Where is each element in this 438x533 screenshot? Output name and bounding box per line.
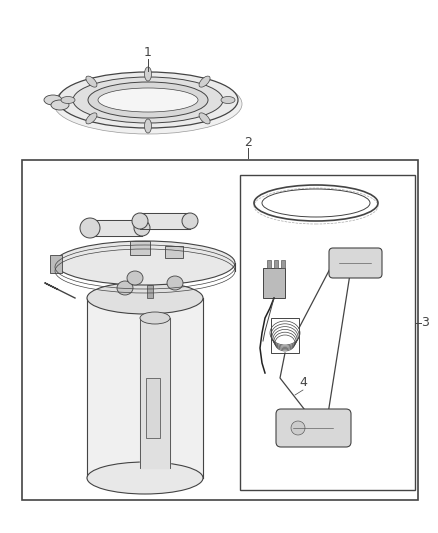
Ellipse shape xyxy=(58,72,238,128)
Ellipse shape xyxy=(221,96,235,103)
Ellipse shape xyxy=(127,271,143,285)
FancyBboxPatch shape xyxy=(329,248,382,278)
Ellipse shape xyxy=(134,220,150,236)
Text: 3: 3 xyxy=(421,317,429,329)
Ellipse shape xyxy=(145,119,152,133)
Bar xyxy=(22,160,418,500)
Text: 1: 1 xyxy=(144,46,152,60)
Ellipse shape xyxy=(55,241,235,285)
Bar xyxy=(271,318,299,353)
Bar xyxy=(147,285,153,298)
Bar xyxy=(274,260,278,268)
Ellipse shape xyxy=(132,213,148,229)
Bar xyxy=(130,241,150,255)
Ellipse shape xyxy=(199,76,210,87)
Ellipse shape xyxy=(61,96,75,103)
Bar xyxy=(281,260,285,268)
Ellipse shape xyxy=(88,82,208,118)
Ellipse shape xyxy=(117,281,133,295)
Bar xyxy=(146,378,160,438)
Text: 2: 2 xyxy=(244,136,252,149)
Ellipse shape xyxy=(140,312,170,324)
Ellipse shape xyxy=(80,218,100,238)
Bar xyxy=(165,246,183,258)
Ellipse shape xyxy=(87,462,203,494)
Bar xyxy=(50,255,62,273)
Ellipse shape xyxy=(44,95,62,105)
Ellipse shape xyxy=(73,77,223,123)
Ellipse shape xyxy=(86,113,97,124)
Ellipse shape xyxy=(291,421,305,435)
Ellipse shape xyxy=(199,113,210,124)
Ellipse shape xyxy=(51,100,69,110)
Ellipse shape xyxy=(54,74,242,134)
Ellipse shape xyxy=(98,88,198,112)
Bar xyxy=(240,175,415,490)
Ellipse shape xyxy=(87,282,203,314)
FancyBboxPatch shape xyxy=(276,409,351,447)
Ellipse shape xyxy=(86,76,97,87)
Bar xyxy=(267,260,271,268)
Bar xyxy=(263,268,285,298)
Ellipse shape xyxy=(167,276,183,290)
Ellipse shape xyxy=(182,213,198,229)
Text: 4: 4 xyxy=(299,376,307,390)
Ellipse shape xyxy=(145,67,152,81)
